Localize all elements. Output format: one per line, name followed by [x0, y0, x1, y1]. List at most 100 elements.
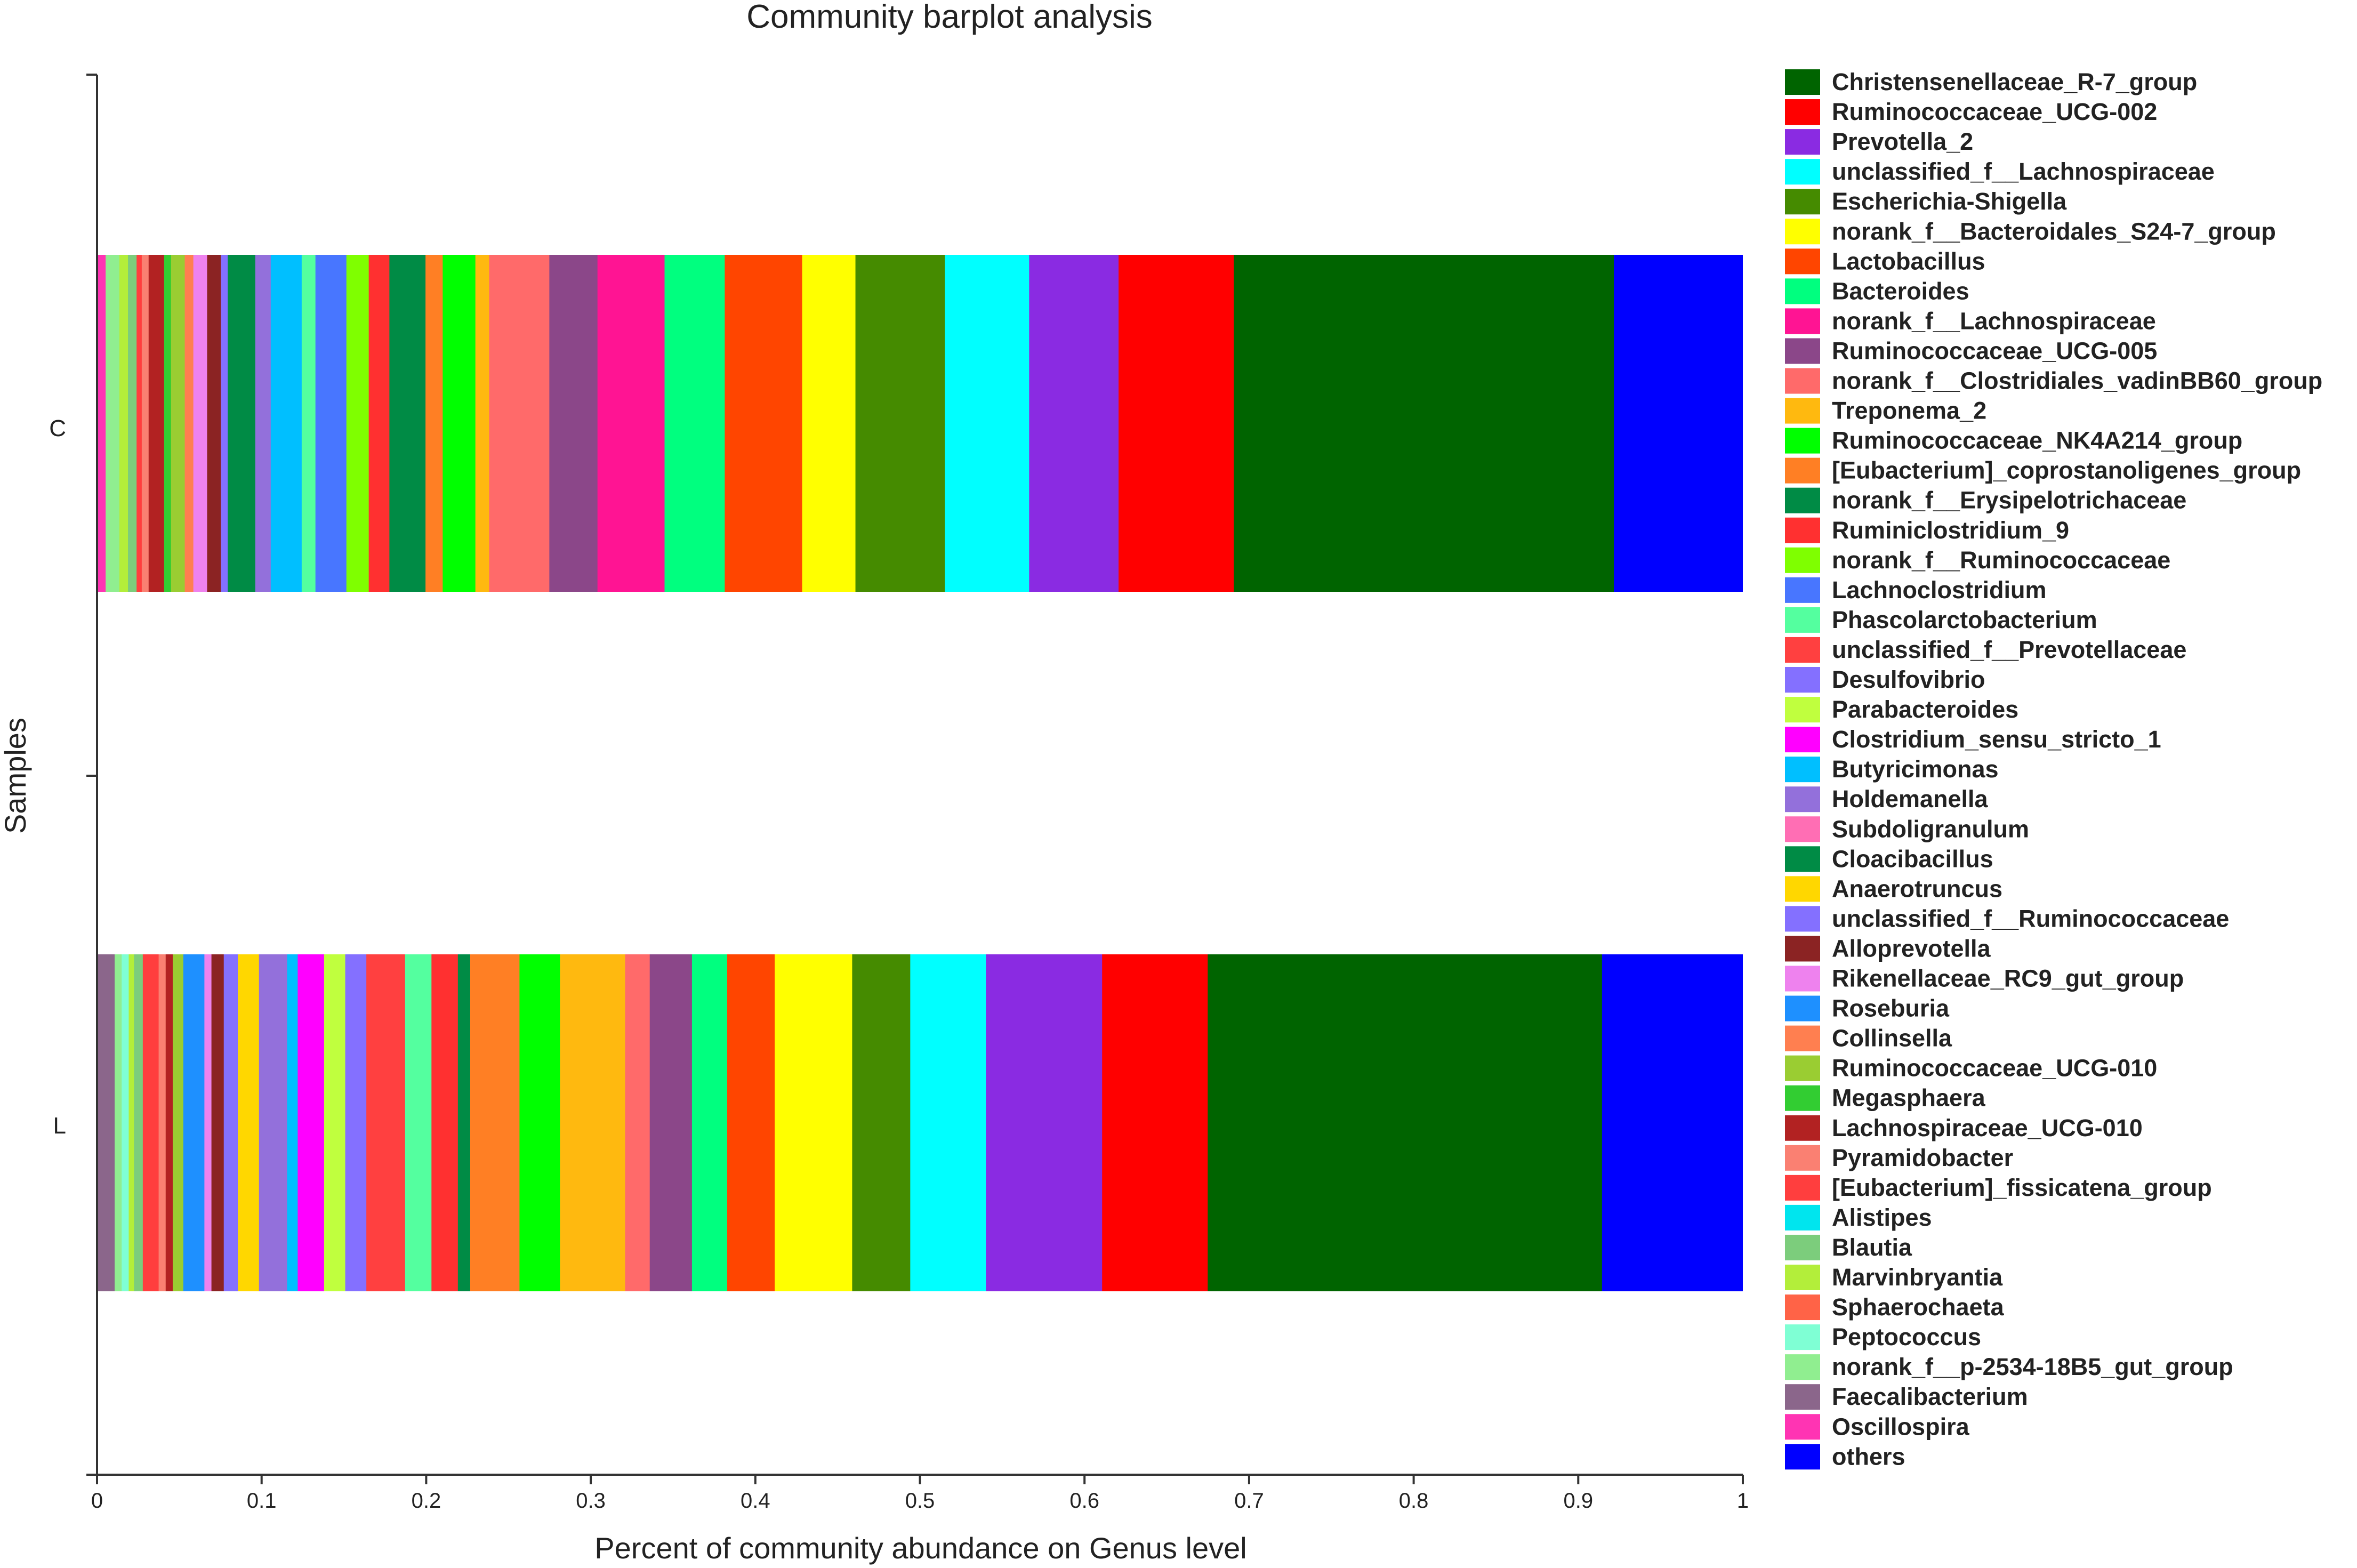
bar-segment-L-2: [986, 954, 1103, 1291]
legend-label-4: Escherichia-Shigella: [1832, 188, 2067, 215]
legend-label-2: Prevotella_2: [1832, 128, 1973, 155]
legend-swatch-0: [1785, 69, 1820, 95]
legend-label-18: Phascolarctobacterium: [1832, 606, 2097, 633]
bar-segment-C-24: [255, 255, 271, 592]
legend-swatch-45: [1785, 1414, 1820, 1440]
bar-segment-C-34: [164, 255, 172, 592]
legend-label-40: Marvinbryantia: [1832, 1264, 2003, 1291]
legend-swatch-23: [1785, 757, 1820, 783]
legend: Christensenellaceae_R-7_group Ruminococca…: [1785, 68, 2322, 1470]
legend-swatch-18: [1785, 607, 1820, 633]
legend-label-24: Holdemanella: [1832, 785, 1989, 813]
bar-segment-L-14: [457, 954, 471, 1291]
legend-label-23: Butyricimonas: [1832, 755, 1999, 783]
legend-label-31: Roseburia: [1832, 995, 1950, 1022]
bar-segment-C-11: [475, 255, 490, 592]
legend-swatch-13: [1785, 457, 1820, 484]
bar-segment-C-40: [119, 255, 128, 592]
bar-segment-L-15: [431, 954, 458, 1291]
bar-segment-C-4: [855, 255, 945, 592]
bar-segment-L-43: [115, 954, 122, 1291]
bar-segment-L-37: [142, 954, 159, 1291]
legend-swatch-7: [1785, 278, 1820, 304]
legend-swatch-44: [1785, 1384, 1820, 1410]
legend-swatch-24: [1785, 786, 1820, 813]
bar-segment-L-39: [134, 954, 143, 1291]
category-label-L: L: [53, 1113, 66, 1139]
bar-segment-L-7: [691, 954, 728, 1291]
bar-segment-C-35: [148, 255, 165, 592]
legend-label-28: unclassified_f__Ruminococcaceae: [1832, 905, 2229, 932]
legend-label-43: norank_f__p-2534-18B5_gut_group: [1832, 1353, 2233, 1380]
legend-label-34: Megasphaera: [1832, 1084, 1986, 1112]
legend-swatch-11: [1785, 398, 1820, 424]
legend-swatch-4: [1785, 189, 1820, 215]
legend-swatch-16: [1785, 547, 1820, 573]
legend-label-6: Lactobacillus: [1832, 247, 1985, 275]
bar-segment-L-24: [259, 954, 288, 1291]
legend-swatch-5: [1785, 219, 1820, 245]
legend-swatch-34: [1785, 1085, 1820, 1111]
legend-label-44: Faecalibacterium: [1832, 1383, 2028, 1410]
legend-swatch-30: [1785, 966, 1820, 992]
bar-segment-L-28: [223, 954, 238, 1291]
bar-segment-L-3: [910, 954, 986, 1291]
legend-label-19: unclassified_f__Prevotellaceae: [1832, 636, 2186, 663]
x-tick-label-10: 1: [1737, 1489, 1749, 1513]
bar-segment-L-6: [727, 954, 775, 1291]
bar-segment-L-9: [649, 954, 693, 1291]
legend-label-10: norank_f__Clostridiales_vadinBB60_group: [1832, 367, 2322, 395]
y-axis-label: Samples: [0, 718, 32, 834]
legend-swatch-31: [1785, 995, 1820, 1022]
bar-segment-L-23: [287, 954, 298, 1291]
legend-label-15: Ruminiclostridium_9: [1832, 517, 2069, 544]
bar-segment-C-8: [597, 255, 665, 592]
legend-label-36: Pyramidobacter: [1832, 1144, 2013, 1171]
bar-segment-C-7: [664, 255, 725, 592]
x-tick-label-6: 0.6: [1069, 1489, 1099, 1513]
legend-label-16: norank_f__Ruminococcaceae: [1832, 546, 2170, 574]
bar-segment-C-45: [97, 255, 106, 592]
bar-segment-C-43: [106, 255, 120, 592]
bar-segment-C-others: [1614, 255, 1743, 592]
legend-swatch-42: [1785, 1324, 1820, 1350]
bar-segment-L-33: [172, 954, 184, 1291]
legend-swatch-1: [1785, 99, 1820, 125]
bar-segment-L-27: [238, 954, 260, 1291]
bar-segment-C-12: [443, 255, 476, 592]
legend-label-39: Blautia: [1832, 1234, 1912, 1261]
legend-label-42: Peptococcus: [1832, 1323, 1981, 1350]
bar-segment-L-20: [345, 954, 367, 1291]
x-tick-label-4: 0.4: [741, 1489, 770, 1513]
legend-label-5: norank_f__Bacteroidales_S24-7_group: [1832, 218, 2276, 245]
bar-segment-C-1: [1119, 255, 1234, 592]
legend-label-46: others: [1832, 1443, 1905, 1470]
legend-swatch-20: [1785, 667, 1820, 693]
legend-swatch-19: [1785, 637, 1820, 663]
legend-swatch-10: [1785, 368, 1820, 394]
legend-swatch-2: [1785, 129, 1820, 155]
bar-segment-L-18: [405, 954, 432, 1291]
bar-segment-L-13: [470, 954, 520, 1291]
legend-swatch-14: [1785, 487, 1820, 513]
bar-segment-C-16: [346, 255, 369, 592]
legend-swatch-33: [1785, 1055, 1820, 1081]
legend-label-14: norank_f__Erysipelotrichaceae: [1832, 487, 2186, 514]
x-tick-label-9: 0.9: [1563, 1489, 1593, 1513]
legend-swatch-40: [1785, 1265, 1820, 1290]
legend-label-33: Ruminococcaceae_UCG-010: [1832, 1055, 2157, 1082]
bar-segment-C-0: [1234, 255, 1614, 592]
legend-label-29: Alloprevotella: [1832, 935, 1991, 962]
bar-segment-L-35: [165, 954, 173, 1291]
bar-segment-L-1: [1102, 954, 1208, 1291]
bar-segment-L-others: [1602, 954, 1743, 1291]
x-tick-label-3: 0.3: [576, 1489, 606, 1513]
legend-label-38: Alistipes: [1832, 1204, 1932, 1231]
bar-segment-L-0: [1208, 954, 1603, 1291]
legend-swatch-8: [1785, 308, 1820, 334]
bar-segment-C-10: [489, 255, 550, 592]
bar-segment-L-42: [122, 954, 130, 1291]
legend-swatch-38: [1785, 1204, 1820, 1231]
bar-segment-C-6: [725, 255, 803, 592]
